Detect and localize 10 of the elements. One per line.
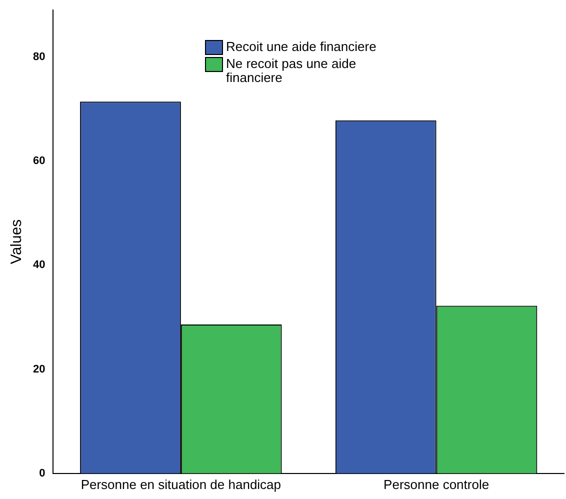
x-tick-label: Personne en situation de handicap	[80, 476, 282, 492]
legend-label: Recoit une aide financiere	[226, 39, 378, 54]
y-tick-label: 0	[39, 467, 46, 480]
y-tick-label: 20	[32, 363, 46, 376]
y-axis-title: Values	[8, 219, 26, 264]
y-tick-label: 60	[32, 155, 46, 168]
legend-label: Ne recoit pas une aide financiere	[226, 56, 358, 85]
y-tick-label: 40	[32, 259, 46, 272]
y-tick-label: 80	[32, 50, 46, 63]
x-tick-label: Personne controle	[384, 476, 490, 492]
